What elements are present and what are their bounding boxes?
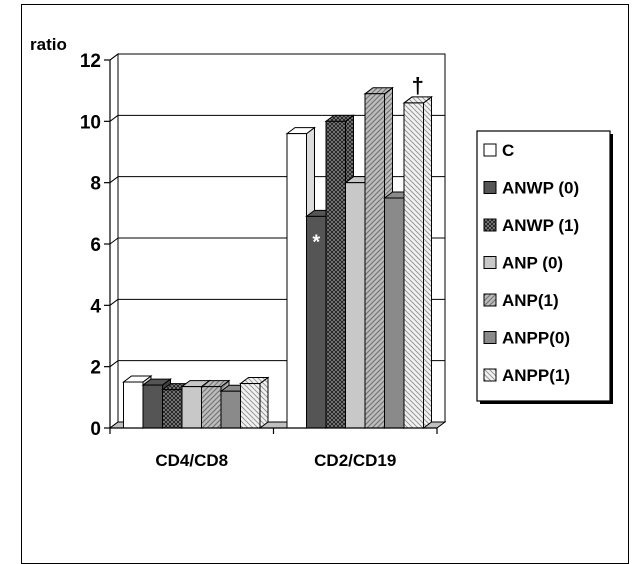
legend-swatch xyxy=(483,218,497,232)
category-labels: CD4/CD8 CD2/CD19 xyxy=(155,451,396,470)
bar-cd2-cd19-6 xyxy=(402,95,434,429)
bar-cd4-cd8-6 xyxy=(239,376,270,429)
y-tick-label: 2 xyxy=(90,358,101,379)
legend-label: ANPP(1) xyxy=(502,366,570,385)
legend-item: ANPP(0) xyxy=(483,329,570,348)
category-label: CD4/CD8 xyxy=(155,451,228,470)
legend-swatch xyxy=(483,368,497,382)
legend-item: ANWP (1) xyxy=(483,216,579,235)
bars xyxy=(122,86,434,429)
y-tick-label: 4 xyxy=(90,296,101,317)
y-tick-label: 8 xyxy=(90,174,101,195)
annotations: *† xyxy=(312,73,424,253)
y-tick-label: 12 xyxy=(80,51,101,72)
legend-label: ANWP (1) xyxy=(502,216,579,235)
y-ticks: 0 2 4 6 8 10 12 xyxy=(80,51,110,440)
significance-dagger: † xyxy=(412,73,424,98)
y-tick-label: 0 xyxy=(90,419,101,440)
legend-label: ANWP (0) xyxy=(502,179,579,198)
legend-label: C xyxy=(502,141,514,160)
category-label: CD2/CD19 xyxy=(314,451,396,470)
significance-asterisk: * xyxy=(312,231,320,253)
legend-swatch xyxy=(483,256,497,269)
legend-swatch xyxy=(483,181,497,194)
legend-item: C xyxy=(483,141,514,160)
legend-swatch xyxy=(483,143,497,157)
legend-swatch xyxy=(483,331,497,344)
y-axis-label: ratio xyxy=(30,35,67,54)
legend-label: ANP(1) xyxy=(502,291,559,310)
legend-label: ANP (0) xyxy=(502,254,563,273)
legend: C ANWP (0) ANWP (1) ANP (0) ANP(1) ANPP(0) ANP… xyxy=(476,130,613,404)
legend-swatch xyxy=(483,293,497,307)
y-tick-label: 10 xyxy=(80,112,101,133)
legend-item: ANWP (0) xyxy=(483,179,579,198)
legend-item: ANP (0) xyxy=(483,254,563,273)
legend-label: ANPP(0) xyxy=(502,329,570,348)
y-tick-label: 6 xyxy=(90,235,101,256)
legend-item: ANP(1) xyxy=(483,291,559,310)
legend-item: ANPP(1) xyxy=(483,366,570,385)
